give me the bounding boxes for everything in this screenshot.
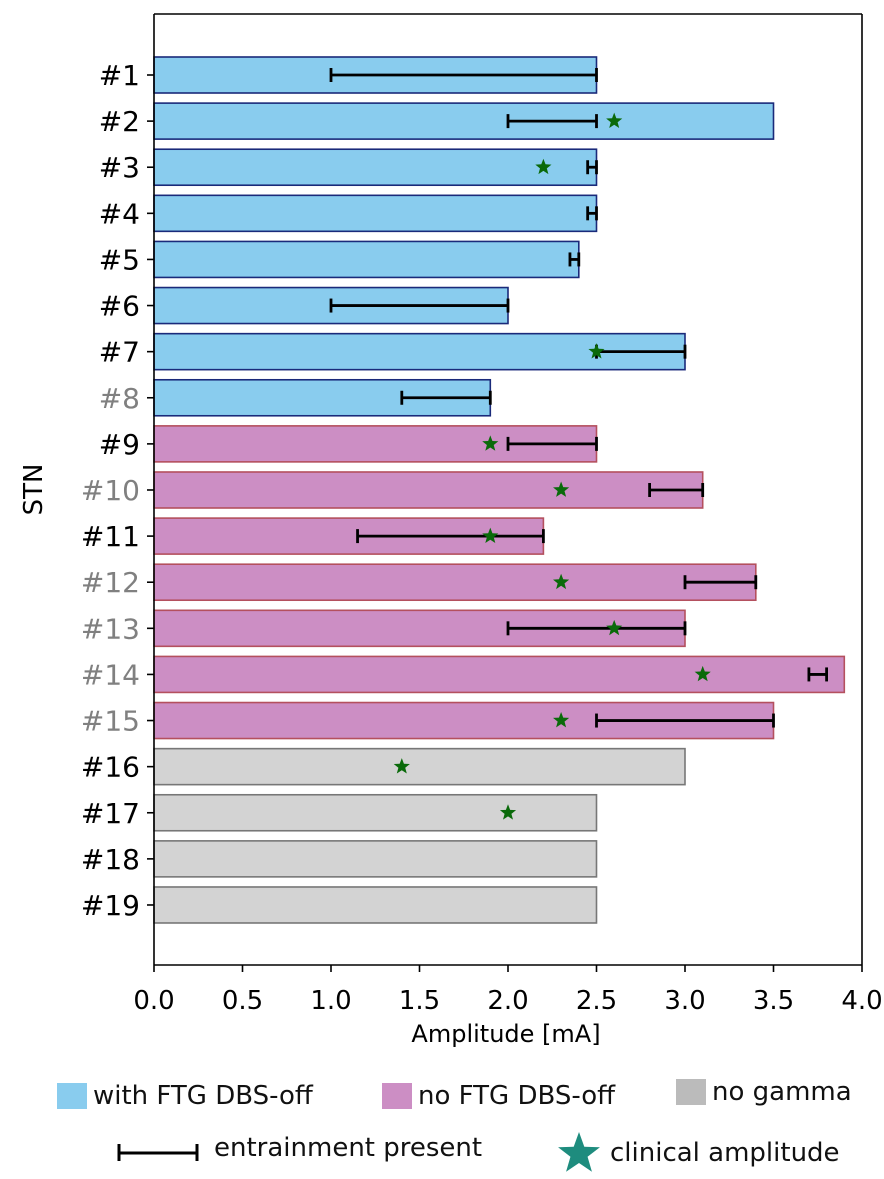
legend-swatch-with-ftg — [57, 1083, 87, 1109]
errorbar-11 — [356, 529, 545, 544]
y-tick-label-6: #6 — [99, 290, 140, 323]
y-tick-label-18: #18 — [81, 843, 140, 876]
y-tick-label-17: #17 — [81, 797, 140, 830]
legend-item-with-ftg: with FTG DBS-off — [57, 1081, 313, 1111]
star-7 — [588, 343, 605, 359]
bar-3 — [153, 148, 598, 187]
errorbar-10 — [648, 482, 705, 497]
x-tick-label-1.5: 1.5 — [399, 986, 440, 1016]
x-tick-label-3.0: 3.0 — [664, 986, 705, 1016]
legend-label-with-ftg: with FTG DBS-off — [93, 1081, 313, 1111]
errorbar-6 — [329, 298, 510, 313]
y-tick-label-5: #5 — [99, 243, 140, 276]
errorbar-2 — [506, 114, 598, 129]
x-tick-label-4.0: 4.0 — [841, 986, 882, 1016]
x-tick-label-1.0: 1.0 — [310, 986, 351, 1016]
y-tick-label-3: #3 — [99, 151, 140, 184]
legend-item-clinical: clinical amplitude — [556, 1130, 840, 1176]
y-tick-label-15: #15 — [81, 705, 140, 738]
y-tick-label-1: #1 — [99, 59, 140, 92]
y-tick-label-9: #9 — [99, 428, 140, 461]
errorbar-5 — [568, 252, 581, 267]
errorbar-4 — [586, 206, 598, 221]
y-tick-label-11: #11 — [81, 520, 140, 553]
star-11 — [482, 527, 499, 543]
legend-item-no-ftg: no FTG DBS-off — [382, 1081, 615, 1111]
y-tick-label-7: #7 — [99, 336, 140, 369]
legend-item-no-gamma: no gamma — [676, 1077, 852, 1107]
bar-19 — [153, 886, 598, 924]
errorbar-15 — [595, 713, 775, 728]
bar-10 — [153, 471, 704, 509]
y-axis-title: STN — [19, 464, 49, 516]
y-tick-label-19: #19 — [81, 889, 140, 922]
y-tick-label-14: #14 — [81, 658, 140, 691]
errorbar-14 — [807, 667, 828, 682]
x-tick-label-2.0: 2.0 — [487, 986, 528, 1016]
bar-17 — [153, 793, 598, 832]
star-15 — [553, 712, 570, 728]
x-tick-label-2.5: 2.5 — [576, 986, 617, 1016]
y-tick-label-13: #13 — [81, 612, 140, 645]
bar-14 — [153, 655, 846, 694]
legend-star-icon — [558, 1132, 600, 1172]
star-9 — [482, 435, 499, 451]
bar-5 — [153, 240, 580, 279]
star-16 — [393, 758, 410, 774]
bar-16 — [153, 747, 686, 786]
x-axis-title: Amplitude [mA] — [411, 1020, 600, 1048]
legend-errorbar-icon — [117, 1144, 199, 1161]
errorbar-13 — [506, 621, 687, 636]
star-10 — [553, 481, 570, 497]
star-17 — [499, 804, 517, 820]
legend-swatch-no-ftg — [382, 1083, 412, 1109]
errorbar-1 — [329, 68, 598, 82]
y-tick-label-8: #8 — [99, 382, 140, 415]
bar-2 — [153, 102, 775, 140]
star-3 — [535, 158, 552, 175]
star-13 — [606, 619, 623, 636]
x-tick-label-0.5: 0.5 — [222, 986, 263, 1016]
y-tick-label-12: #12 — [81, 566, 140, 599]
legend-item-entrainment: entrainment present — [116, 1133, 482, 1163]
legend-label-clinical: clinical amplitude — [610, 1138, 840, 1168]
legend-label-no-ftg: no FTG DBS-off — [418, 1081, 616, 1111]
bar-18 — [153, 840, 598, 878]
errorbar-8 — [400, 390, 492, 405]
legend-swatch-no-gamma — [676, 1079, 706, 1105]
legend-label-entrainment: entrainment present — [214, 1133, 483, 1163]
y-tick-label-2: #2 — [99, 105, 140, 138]
errorbar-12 — [683, 575, 758, 590]
legend-label-no-gamma: no gamma — [712, 1077, 852, 1107]
x-tick-label-0.0: 0.0 — [133, 986, 174, 1016]
star-14 — [694, 665, 711, 682]
star-2 — [606, 112, 623, 128]
y-tick-label-10: #10 — [81, 474, 140, 507]
x-tick-label-3.5: 3.5 — [753, 986, 794, 1016]
bar-4 — [153, 194, 598, 233]
bar-12 — [153, 563, 757, 602]
y-tick-label-16: #16 — [81, 751, 140, 784]
errorbar-3 — [586, 160, 598, 175]
errorbar-9 — [506, 436, 598, 451]
star-12 — [553, 573, 570, 590]
y-tick-label-4: #4 — [99, 197, 140, 230]
